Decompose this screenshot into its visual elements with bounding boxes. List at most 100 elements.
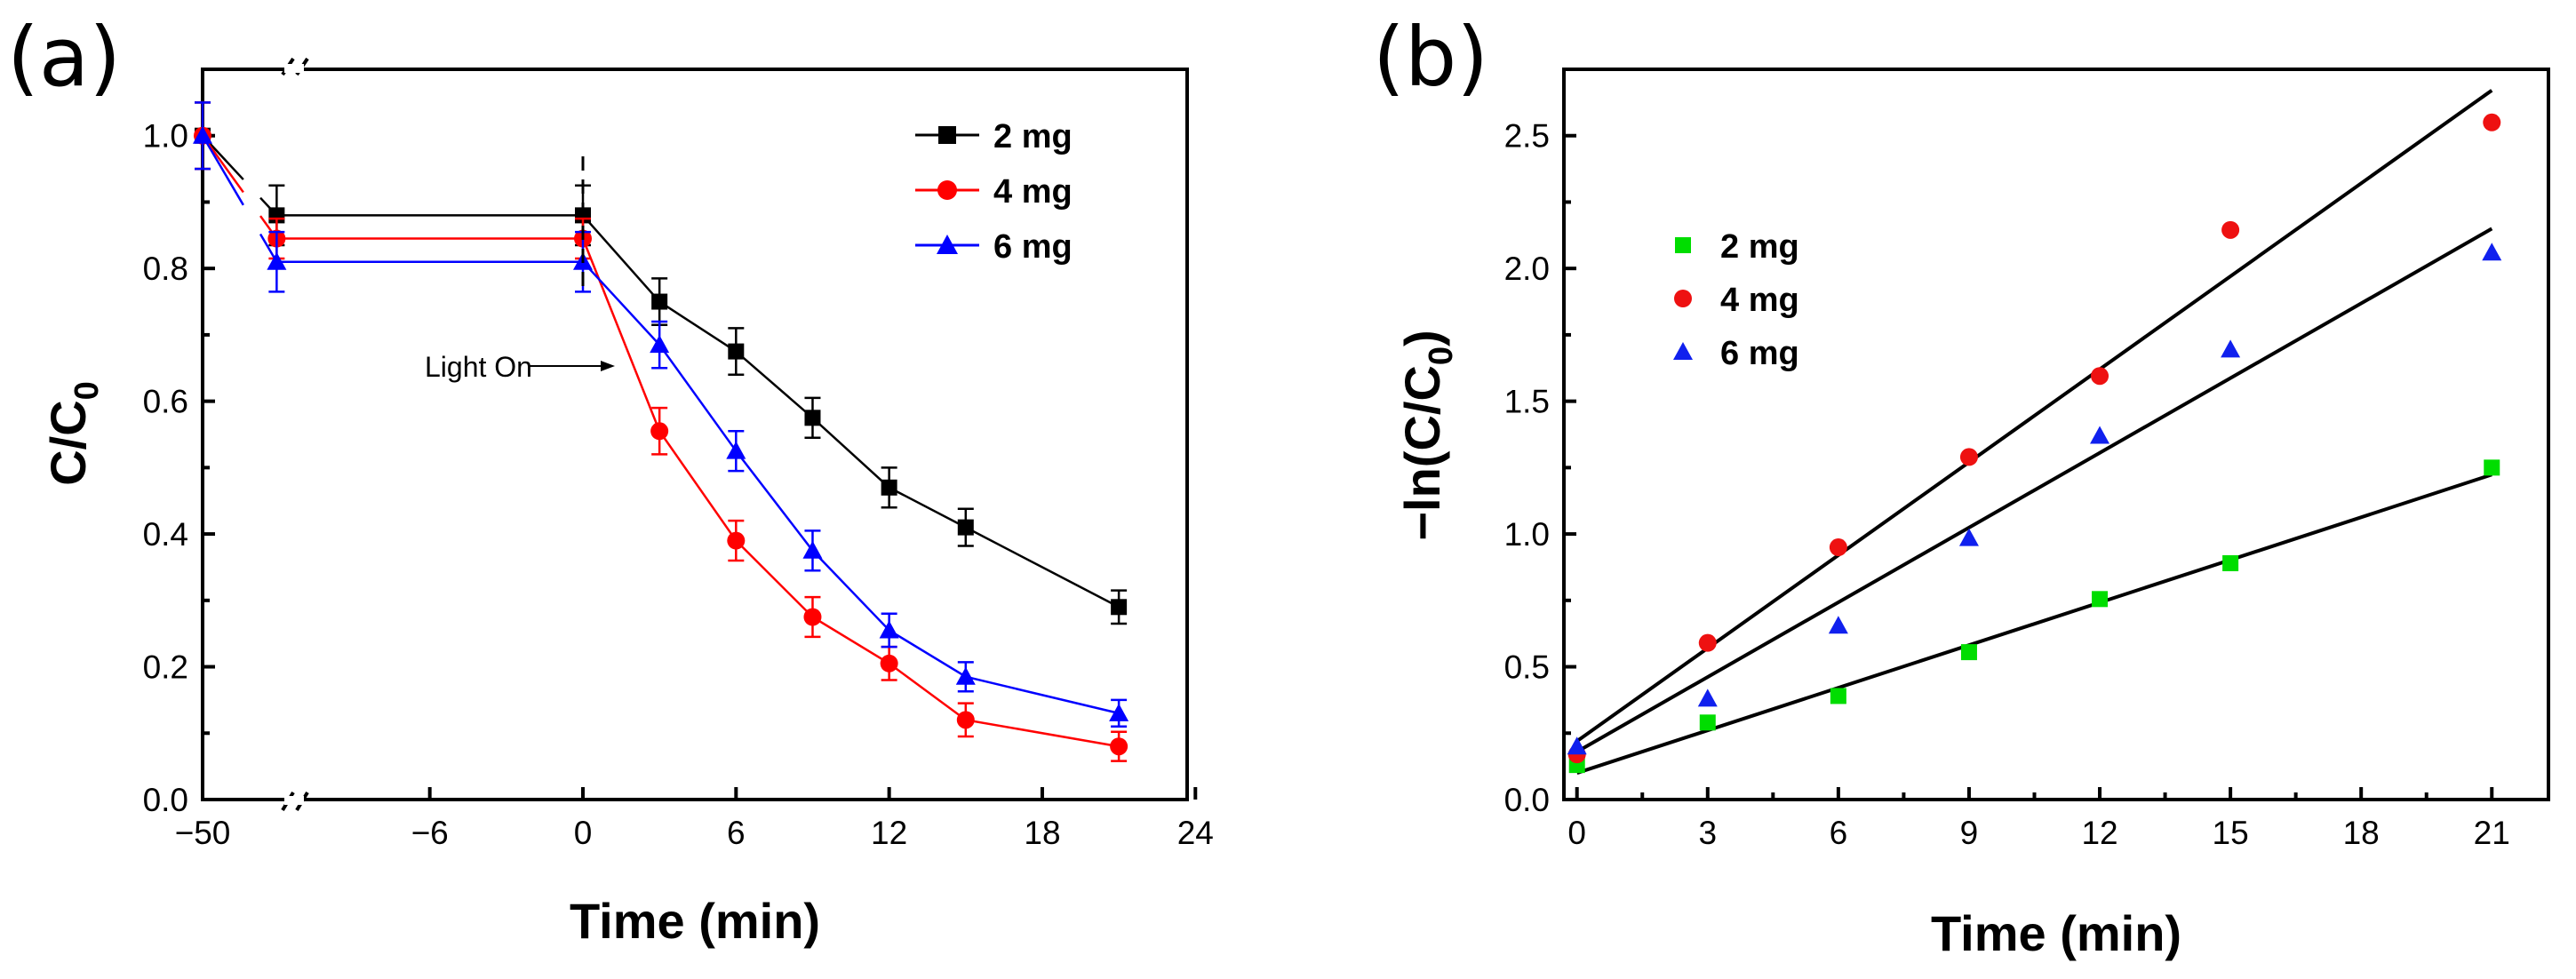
panel-a-chart: −50 −6 0 6 12 18 24 0.0 0.2 0.4 0.6 0.8 1.0 Light On… xyxy=(40,57,1214,949)
panel-a-xtick-label: −50 xyxy=(175,815,231,851)
panel-b-point xyxy=(2092,591,2109,608)
panel-b-legend-marker xyxy=(1673,342,1693,360)
panel-a-series-line xyxy=(276,237,1120,748)
panel-b-xtick-label: 18 xyxy=(2343,815,2380,851)
panel-b-frame xyxy=(1562,68,2550,801)
panel-b-point xyxy=(2484,459,2500,476)
panel-b-point xyxy=(1697,688,1718,707)
panel-b-point xyxy=(1829,538,1847,557)
panel-b-point xyxy=(2090,426,2110,444)
panel-a-series-line xyxy=(201,135,244,206)
panel-b-xtick-label: 3 xyxy=(1698,815,1717,851)
panel-b-legend-marker xyxy=(1674,290,1692,307)
panel-b-point xyxy=(2091,367,2109,386)
panel-a-point xyxy=(726,441,746,459)
panel-a-point xyxy=(193,125,212,144)
panel-a-axis-break xyxy=(281,57,309,812)
panel-b-xtick-label: 15 xyxy=(2213,815,2249,851)
panel-a-series xyxy=(193,101,1129,762)
panel-b-xlabel: Time (min) xyxy=(1931,905,2181,961)
panel-a-ylabel-sub: 0 xyxy=(68,381,106,400)
panel-a-xtick-label: 6 xyxy=(727,815,746,851)
panel-a-xlabel: Time (min) xyxy=(570,893,820,949)
panel-b-fit-line xyxy=(1575,227,2493,753)
panel-b-point xyxy=(1567,736,1587,755)
panel-b-point xyxy=(2222,554,2239,571)
panel-b-point xyxy=(1958,528,1979,546)
panel-b-xtick-label: 9 xyxy=(1960,815,1979,851)
panel-b-xtick-label: 0 xyxy=(1567,815,1586,851)
panel-b-legend: 2 mg 4 mg 6 mg xyxy=(1673,228,1799,372)
panel-a-point xyxy=(879,620,899,639)
panel-a-legend-label: 6 mg xyxy=(993,228,1073,266)
panel-a-series-0 xyxy=(195,101,1128,625)
panel-a-series-line xyxy=(276,214,1120,609)
panel-b-ylabel-main: −ln(C/C xyxy=(1394,365,1450,541)
panel-b-ytick-label: 0.0 xyxy=(1504,782,1550,818)
panel-a-point xyxy=(881,479,897,496)
panel-a-legend: 2 mg 4 mg 6 mg xyxy=(915,118,1073,266)
panel-a-xtick-label: −6 xyxy=(411,815,449,851)
panel-b-point xyxy=(1699,714,1716,731)
panel-a-legend-label: 4 mg xyxy=(993,173,1073,211)
panel-a-ticks: −50 −6 0 6 12 18 24 0.0 0.2 0.4 0.6 0.8 1.0 xyxy=(143,68,1214,851)
panel-b-point xyxy=(1959,448,1978,466)
panel-b-point xyxy=(2483,113,2501,131)
panel-a-ylabel-main: C/C xyxy=(40,400,96,485)
panel-b-legend-label: 2 mg xyxy=(1720,228,1799,266)
panel-b-point xyxy=(1830,688,1846,704)
panel-a-ytick-label: 1.0 xyxy=(143,118,188,155)
panel-b-ytick-label: 2.5 xyxy=(1504,118,1550,155)
panel-a-point xyxy=(955,666,976,685)
panel-a-series-2 xyxy=(193,101,1129,728)
panel-a-point xyxy=(802,540,823,559)
panel-b-fit-line xyxy=(1576,473,2492,776)
panel-b-series-0 xyxy=(1568,459,2500,776)
panel-a-point xyxy=(728,343,745,360)
panel-a-point xyxy=(651,293,668,310)
panel-b-label: (b) xyxy=(1373,10,1488,105)
panel-a-point xyxy=(1111,599,1128,616)
panel-a-xtick-label: 12 xyxy=(871,815,907,851)
panel-b-ytick-label: 0.5 xyxy=(1504,649,1550,686)
panel-b-point xyxy=(1828,616,1848,634)
panel-a-point xyxy=(727,531,746,550)
panel-a-legend-marker xyxy=(937,235,958,254)
panel-b-ylabel: −ln(C/C0) xyxy=(1394,330,1460,540)
panel-b-xtick-label: 21 xyxy=(2474,815,2510,851)
panel-a-legend-marker xyxy=(937,180,957,200)
panel-b-xtick-label: 12 xyxy=(2081,815,2117,851)
panel-b-fit-line xyxy=(1575,89,2493,743)
panel-b-legend-label: 6 mg xyxy=(1720,335,1799,372)
panel-a-legend-marker xyxy=(938,126,956,144)
panel-b-ticks: 0 3 6 9 12 15 18 21 0.0 0.5 1.0 1.5 2.0 2.5 xyxy=(1504,118,2510,851)
panel-a-xtick-label: 0 xyxy=(574,815,593,851)
panel-a-xtick-label: 18 xyxy=(1024,815,1060,851)
panel-a-point xyxy=(803,608,822,626)
panel-b-point xyxy=(2221,339,2241,358)
panel-b-ytick-label: 2.0 xyxy=(1504,251,1550,287)
panel-a-point xyxy=(650,335,670,354)
panel-b-ylabel-sub: 0 xyxy=(1423,346,1460,365)
panel-a-point xyxy=(957,519,974,536)
panel-b-chart: 0 3 6 9 12 15 18 21 0.0 0.5 1.0 1.5 2.0 2.5 Time (min… xyxy=(1394,68,2550,961)
panel-a-ytick-label: 0.2 xyxy=(143,649,188,686)
panel-b-point xyxy=(2221,220,2240,239)
panel-a-point xyxy=(1110,737,1128,756)
panel-b-series-2 xyxy=(1567,227,2502,755)
panel-a-point xyxy=(1109,703,1129,721)
panel-a-point xyxy=(804,410,821,426)
panel-a-ytick-label: 0.8 xyxy=(143,251,188,287)
panel-a-frame xyxy=(201,68,1189,801)
panel-b-legend-label: 4 mg xyxy=(1720,282,1799,319)
panel-a-point xyxy=(880,654,898,673)
panel-b-ytick-label: 1.5 xyxy=(1504,384,1550,420)
panel-b-point xyxy=(2482,243,2502,261)
panel-b-legend-marker xyxy=(1675,237,1691,253)
panel-b-ytick-label: 1.0 xyxy=(1504,516,1550,553)
panel-b-ylabel-end: ) xyxy=(1394,330,1450,346)
panel-a-legend-label: 2 mg xyxy=(993,118,1073,155)
panel-a-ytick-label: 0.4 xyxy=(143,516,188,553)
panel-a-point xyxy=(267,251,287,270)
